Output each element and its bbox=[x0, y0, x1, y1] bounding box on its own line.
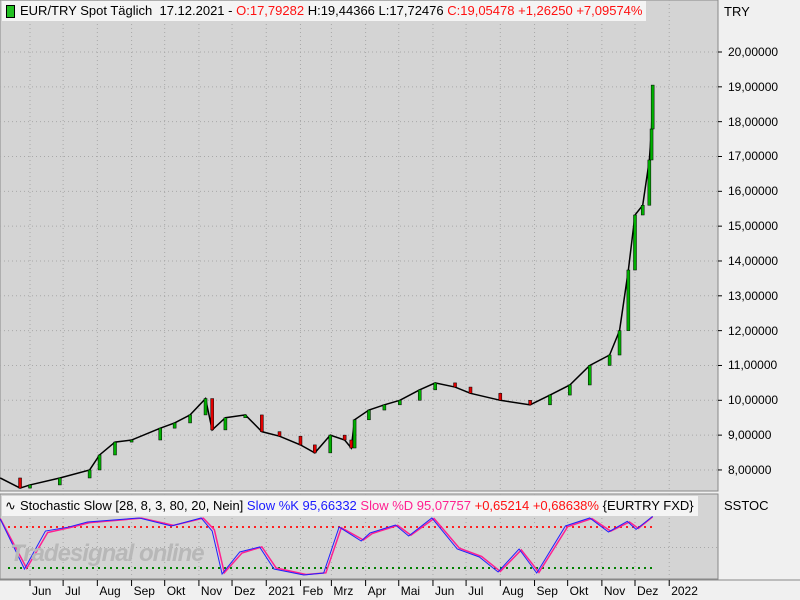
x-tick-label: Okt bbox=[166, 584, 186, 598]
price-candle bbox=[528, 400, 532, 406]
price-candle bbox=[260, 414, 264, 432]
price-candle bbox=[607, 354, 612, 366]
price-candle bbox=[617, 330, 622, 356]
price-candle bbox=[640, 205, 645, 216]
price-candle bbox=[277, 431, 282, 437]
price-candle bbox=[433, 382, 437, 391]
y-tick-label: 16,00000 bbox=[728, 184, 779, 199]
x-tick-label: Nov bbox=[603, 584, 626, 598]
price-candle bbox=[172, 422, 177, 429]
high-value: H:19,44366 bbox=[307, 3, 375, 18]
wave-icon: ∿ bbox=[5, 498, 16, 513]
x-tick-label: Dez bbox=[636, 584, 659, 598]
price-candle bbox=[633, 214, 637, 271]
price-candle bbox=[498, 393, 503, 401]
price-candle bbox=[97, 454, 102, 471]
x-tick-label: Jun bbox=[434, 584, 455, 598]
open-value: O:17,79282 bbox=[236, 3, 305, 18]
y-tick-label: 13,00000 bbox=[728, 288, 779, 303]
x-tick-label: Jul bbox=[468, 584, 484, 598]
x-tick-label: Dez bbox=[234, 584, 256, 598]
price-candle bbox=[626, 269, 631, 331]
x-tick-label: 2021 bbox=[268, 584, 295, 598]
x-tick-label: Jun bbox=[32, 584, 52, 598]
price-candle bbox=[468, 386, 473, 394]
price-candle bbox=[647, 159, 652, 206]
price-candle bbox=[328, 434, 333, 454]
price-candle bbox=[129, 439, 134, 443]
price-candle bbox=[649, 128, 654, 161]
price-candle bbox=[188, 414, 192, 424]
price-candle bbox=[58, 477, 62, 486]
price-candle bbox=[113, 441, 117, 456]
price-candle bbox=[223, 417, 228, 431]
low-value: L:17,72476 bbox=[378, 3, 444, 18]
x-tick-label: Sep bbox=[536, 584, 558, 598]
price-candle bbox=[203, 398, 208, 416]
price-candle bbox=[158, 427, 163, 441]
indicator-instrument: {EURTRY FXD} bbox=[602, 498, 694, 513]
symbol-name: EUR/TRY Spot Täglich bbox=[20, 3, 153, 18]
x-tick-label: Feb bbox=[302, 584, 324, 598]
price-candle bbox=[87, 469, 92, 479]
y-tick-label: 11,00000 bbox=[728, 358, 778, 373]
y-tick-label: 10,00000 bbox=[728, 393, 779, 408]
price-candle bbox=[298, 435, 303, 446]
price-candle bbox=[367, 409, 371, 421]
indicator-axis-label: SSTOC bbox=[724, 498, 769, 513]
price-candle bbox=[453, 382, 457, 388]
price-candle bbox=[313, 444, 317, 454]
price-candle bbox=[587, 365, 592, 386]
x-tick-label: Nov bbox=[200, 584, 223, 598]
d-value: Slow %D 95,07757 bbox=[360, 498, 471, 513]
y-tick-label: 19,00000 bbox=[728, 79, 779, 94]
price-candle bbox=[243, 414, 248, 418]
y-tick-label: 8,00000 bbox=[728, 462, 772, 477]
y-tick-label: 18,00000 bbox=[728, 114, 779, 129]
y-tick-label: 15,00000 bbox=[728, 219, 779, 234]
close-value: C:19,05478 bbox=[447, 3, 515, 18]
price-candle bbox=[398, 400, 402, 406]
price-candle bbox=[548, 394, 552, 406]
price-candle bbox=[18, 477, 22, 489]
price-legend: EUR/TRY Spot Täglich 17.12.2021 - O:17,7… bbox=[2, 1, 647, 21]
k-value: Slow %K 95,66332 bbox=[246, 498, 357, 513]
y-tick-label: 9,00000 bbox=[728, 428, 772, 443]
price-candle bbox=[210, 398, 214, 431]
candle-icon bbox=[6, 5, 15, 18]
y-tick-label: 14,00000 bbox=[728, 253, 779, 268]
y-tick-label: 12,00000 bbox=[728, 323, 779, 338]
price-candle bbox=[382, 404, 387, 411]
price-panel bbox=[0, 0, 719, 492]
change-pct-value: +7,09574% bbox=[576, 3, 643, 18]
y-tick-label: 20,00000 bbox=[728, 45, 779, 59]
price-candle bbox=[568, 384, 572, 396]
price-candle bbox=[28, 484, 32, 489]
x-tick-label: Apr bbox=[367, 584, 387, 598]
x-tick-label: Aug bbox=[99, 584, 121, 598]
price-candle bbox=[650, 84, 655, 130]
indicator-name: Stochastic Slow [28, 8, 3, 80, 20, Nein] bbox=[20, 498, 244, 513]
price-axis-unit: TRY bbox=[724, 4, 750, 19]
price-candle bbox=[417, 389, 422, 401]
x-tick-label: Sep bbox=[133, 584, 155, 598]
x-tick-label: Aug bbox=[502, 584, 524, 598]
y-tick-label: 17,00000 bbox=[728, 149, 779, 164]
indicator-legend: ∿ Stochastic Slow [28, 8, 3, 80, 20, Nei… bbox=[2, 496, 698, 516]
x-tick-label: Mrz bbox=[333, 584, 354, 598]
indicator-change-pct: +0,68638% bbox=[532, 498, 599, 513]
price-candle bbox=[352, 419, 357, 449]
slow-k-line bbox=[0, 515, 653, 576]
price-candle bbox=[342, 434, 347, 441]
change-value: +1,26250 bbox=[518, 3, 573, 18]
x-tick-label: Jul bbox=[65, 584, 81, 598]
x-tick-label: Mai bbox=[400, 584, 421, 598]
x-tick-label: Okt bbox=[569, 584, 589, 598]
x-tick-label: 2022 bbox=[671, 584, 698, 598]
bar-date: 17.12.2021 - bbox=[159, 3, 233, 18]
indicator-change: +0,65214 bbox=[474, 498, 530, 513]
watermark-logo: Tradesignal online bbox=[10, 540, 205, 567]
price-candle bbox=[349, 439, 354, 449]
